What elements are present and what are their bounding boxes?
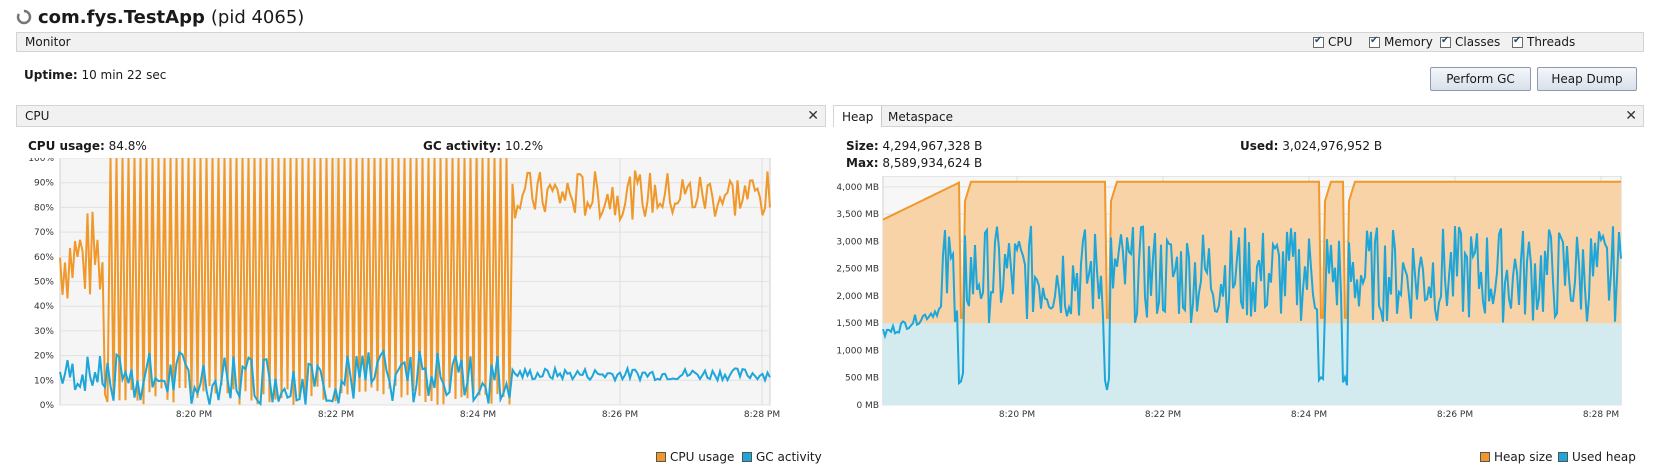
tab-heap[interactable]: Heap: [834, 106, 883, 127]
heap-used-value: 3,024,976,952 B: [1282, 139, 1383, 153]
monitor-toolbar: Monitor CPU Memory Classes Threads: [16, 32, 1644, 52]
classes-checkbox[interactable]: Classes: [1440, 35, 1500, 49]
gc-legend-label: GC activity: [756, 450, 822, 464]
y-tick-label: 2,500 MB: [836, 265, 879, 275]
checkbox-checked-icon[interactable]: [1313, 35, 1324, 48]
cpu-usage-stat: CPU usage: 84.8%: [28, 139, 147, 153]
y-tick-label: 10%: [34, 376, 54, 386]
y-tick-label: 20%: [34, 352, 54, 362]
heap-size-stat: Size: 4,294,967,328 B: [846, 139, 982, 153]
close-icon[interactable]: ✕: [807, 108, 819, 124]
y-tick-label: 2,000 MB: [836, 292, 879, 302]
pid-label: (pid 4065): [210, 6, 305, 28]
heap-size-legend-label: Heap size: [1494, 450, 1553, 464]
gc-activity-stat: GC activity: 10.2%: [423, 139, 543, 153]
heap-used-stat: Used: 3,024,976,952 B: [1240, 139, 1382, 153]
heap-size-label: Size:: [846, 139, 879, 153]
cpu-usage-value: 84.8%: [108, 139, 147, 153]
x-tick-label: 8:28 PM: [744, 410, 780, 420]
app-name: com.fys.TestApp: [38, 6, 205, 28]
cpu-usage-line: [59, 158, 771, 406]
y-tick-label: 90%: [34, 179, 54, 189]
y-tick-label: 0%: [40, 401, 55, 411]
y-tick-label: 3,000 MB: [836, 237, 879, 247]
loading-spinner-icon: [16, 9, 32, 25]
y-tick-label: 4,000 MB: [836, 183, 879, 193]
checkbox-checked-icon[interactable]: [1369, 35, 1380, 48]
y-tick-label: 100%: [28, 158, 54, 164]
tab-metaspace[interactable]: Metaspace: [888, 109, 953, 124]
used-heap-legend-label: Used heap: [1572, 450, 1636, 464]
y-tick-label: 1,500 MB: [836, 319, 879, 329]
gc-activity-value: 10.2%: [505, 139, 544, 153]
x-tick-label: 8:22 PM: [1145, 410, 1181, 420]
used-heap-line: [882, 225, 1622, 391]
cpu-chart: 0% 10% 20% 30% 40% 50% 60% 70% 80% 90% 100% 8:20 PM…: [28, 158, 780, 420]
threads-checkbox-label: Threads: [1527, 35, 1576, 49]
cpu-legend-label: CPU usage: [670, 450, 735, 464]
gc-activity-swatch: [742, 452, 752, 462]
heap-dump-button[interactable]: Heap Dump: [1537, 67, 1637, 91]
y-tick-label: 0 MB: [856, 401, 879, 411]
checkbox-checked-icon[interactable]: [1440, 35, 1451, 48]
heap-size-line: [882, 180, 1621, 319]
y-tick-label: 50%: [34, 278, 54, 288]
heap-panel-header: Heap Metaspace ✕: [833, 105, 1644, 127]
cpu-usage-label: CPU usage:: [28, 139, 105, 153]
y-tick-label: 500 MB: [845, 374, 879, 384]
gc-activity-line: [59, 348, 771, 407]
cpu-checkbox-label: CPU: [1328, 35, 1353, 49]
x-tick-label: 8:26 PM: [1437, 410, 1473, 420]
heap-chart: 0 MB 500 MB 1,000 MB 1,500 MB 2,000 MB 2,500 …: [836, 176, 1622, 420]
monitor-label: Monitor: [25, 35, 71, 49]
x-tick-label: 8:20 PM: [999, 410, 1035, 420]
y-tick-label: 3,500 MB: [836, 210, 879, 220]
y-tick-label: 60%: [34, 253, 54, 263]
cpu-checkbox[interactable]: CPU: [1313, 35, 1352, 49]
cpu-legend-cpu: CPU usage: [656, 450, 734, 464]
y-tick-label: 40%: [34, 302, 54, 312]
x-tick-label: 8:24 PM: [1291, 410, 1327, 420]
uptime: Uptime: 10 min 22 sec: [24, 68, 166, 82]
gc-activity-label: GC activity:: [423, 139, 502, 153]
uptime-value: 10 min 22 sec: [81, 68, 167, 82]
x-tick-label: 8:22 PM: [318, 410, 354, 420]
heap-legend-used: Used heap: [1558, 450, 1636, 464]
cpu-panel-header: CPU ✕: [16, 105, 826, 127]
x-tick-label: 8:28 PM: [1583, 410, 1619, 420]
y-tick-label: 1,000 MB: [836, 346, 879, 356]
uptime-label: Uptime:: [24, 68, 78, 82]
cpu-usage-swatch: [656, 452, 666, 462]
cpu-legend-gc: GC activity: [742, 450, 822, 464]
x-tick-label: 8:26 PM: [602, 410, 638, 420]
x-tick-label: 8:24 PM: [460, 410, 496, 420]
y-tick-label: 30%: [34, 327, 54, 337]
threads-checkbox[interactable]: Threads: [1512, 35, 1575, 49]
heap-size-value: 4,294,967,328 B: [882, 139, 983, 153]
classes-checkbox-label: Classes: [1455, 35, 1501, 49]
heap-legend-size: Heap size: [1480, 450, 1552, 464]
heap-size-swatch: [1480, 452, 1490, 462]
memory-checkbox[interactable]: Memory: [1369, 35, 1433, 49]
y-tick-label: 70%: [34, 228, 54, 238]
window-title: com.fys.TestApp (pid 4065): [16, 4, 304, 30]
heap-max-stat: Max: 8,589,934,624 B: [846, 156, 982, 170]
heap-max-value: 8,589,934,624 B: [882, 156, 983, 170]
heap-used-label: Used:: [1240, 139, 1279, 153]
y-tick-label: 80%: [34, 203, 54, 213]
checkbox-checked-icon[interactable]: [1512, 35, 1523, 48]
heap-max-label: Max:: [846, 156, 879, 170]
cpu-panel-title: CPU: [25, 109, 50, 123]
perform-gc-button[interactable]: Perform GC: [1430, 67, 1531, 91]
memory-checkbox-label: Memory: [1384, 35, 1433, 49]
used-heap-area: [883, 323, 1621, 405]
x-tick-label: 8:20 PM: [176, 410, 212, 420]
used-heap-swatch: [1558, 452, 1568, 462]
close-icon[interactable]: ✕: [1625, 108, 1637, 124]
